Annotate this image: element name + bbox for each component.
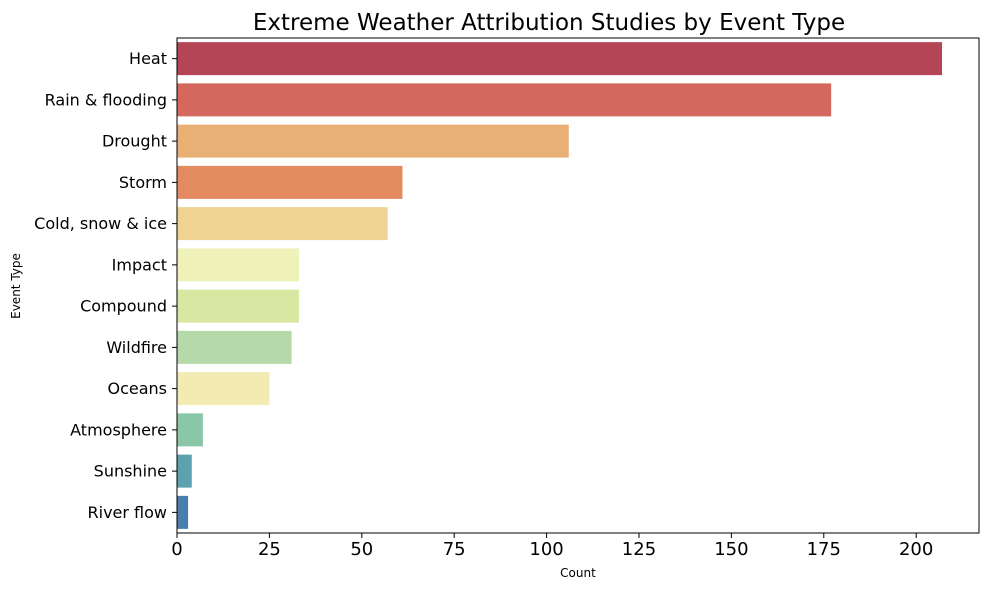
bar-wildfire [177, 330, 292, 364]
x-tick-label: 100 [529, 539, 563, 560]
bar-oceans [177, 372, 270, 406]
bar-sunshine [177, 454, 192, 488]
x-tick-label: 0 [171, 539, 182, 560]
y-tick-label-compound: Compound [80, 297, 167, 316]
bar-drought [177, 124, 569, 158]
x-tick-label: 150 [714, 539, 748, 560]
y-axis-label: Event Type [9, 253, 23, 319]
bar-impact [177, 248, 299, 282]
bar-river-flow [177, 495, 189, 529]
y-tick-label-oceans: Oceans [107, 379, 167, 398]
y-tick-label-heat: Heat [129, 49, 167, 68]
x-axis-label: Count [560, 566, 596, 580]
x-tick-label: 200 [899, 539, 933, 560]
x-tick-label: 25 [258, 539, 281, 560]
bars-group [177, 42, 943, 529]
x-axis-ticks: 0 25 50 75 100 125 150 175 200 [171, 533, 933, 560]
y-tick-label-wildfire: Wildfire [106, 338, 167, 357]
y-tick-label-atmosphere: Atmosphere [70, 420, 167, 439]
y-tick-label-impact: Impact [112, 255, 167, 274]
y-tick-label-drought: Drought [102, 132, 167, 151]
y-tick-label-river-flow: River flow [88, 503, 168, 522]
y-axis-ticks: Heat Rain & flooding Drought Storm Cold, sno… [34, 49, 177, 522]
y-tick-label-cold-snow-ice: Cold, snow & ice [34, 214, 167, 233]
x-tick-label: 75 [443, 539, 466, 560]
chart-title: Extreme Weather Attribution Studies by E… [253, 10, 845, 36]
plot-frame [176, 37, 980, 534]
bar-heat [177, 42, 943, 76]
bar-atmosphere [177, 413, 203, 447]
y-tick-label-rain-flooding: Rain & flooding [45, 90, 167, 109]
bar-storm [177, 165, 403, 199]
x-tick-label: 50 [350, 539, 373, 560]
bar-compound [177, 289, 299, 323]
x-tick-label: 125 [622, 539, 656, 560]
bar-rain-flooding [177, 83, 832, 117]
bar-cold-snow-ice [177, 207, 388, 241]
x-tick-label: 175 [807, 539, 841, 560]
y-tick-label-sunshine: Sunshine [94, 462, 167, 481]
y-tick-label-storm: Storm [119, 173, 167, 192]
